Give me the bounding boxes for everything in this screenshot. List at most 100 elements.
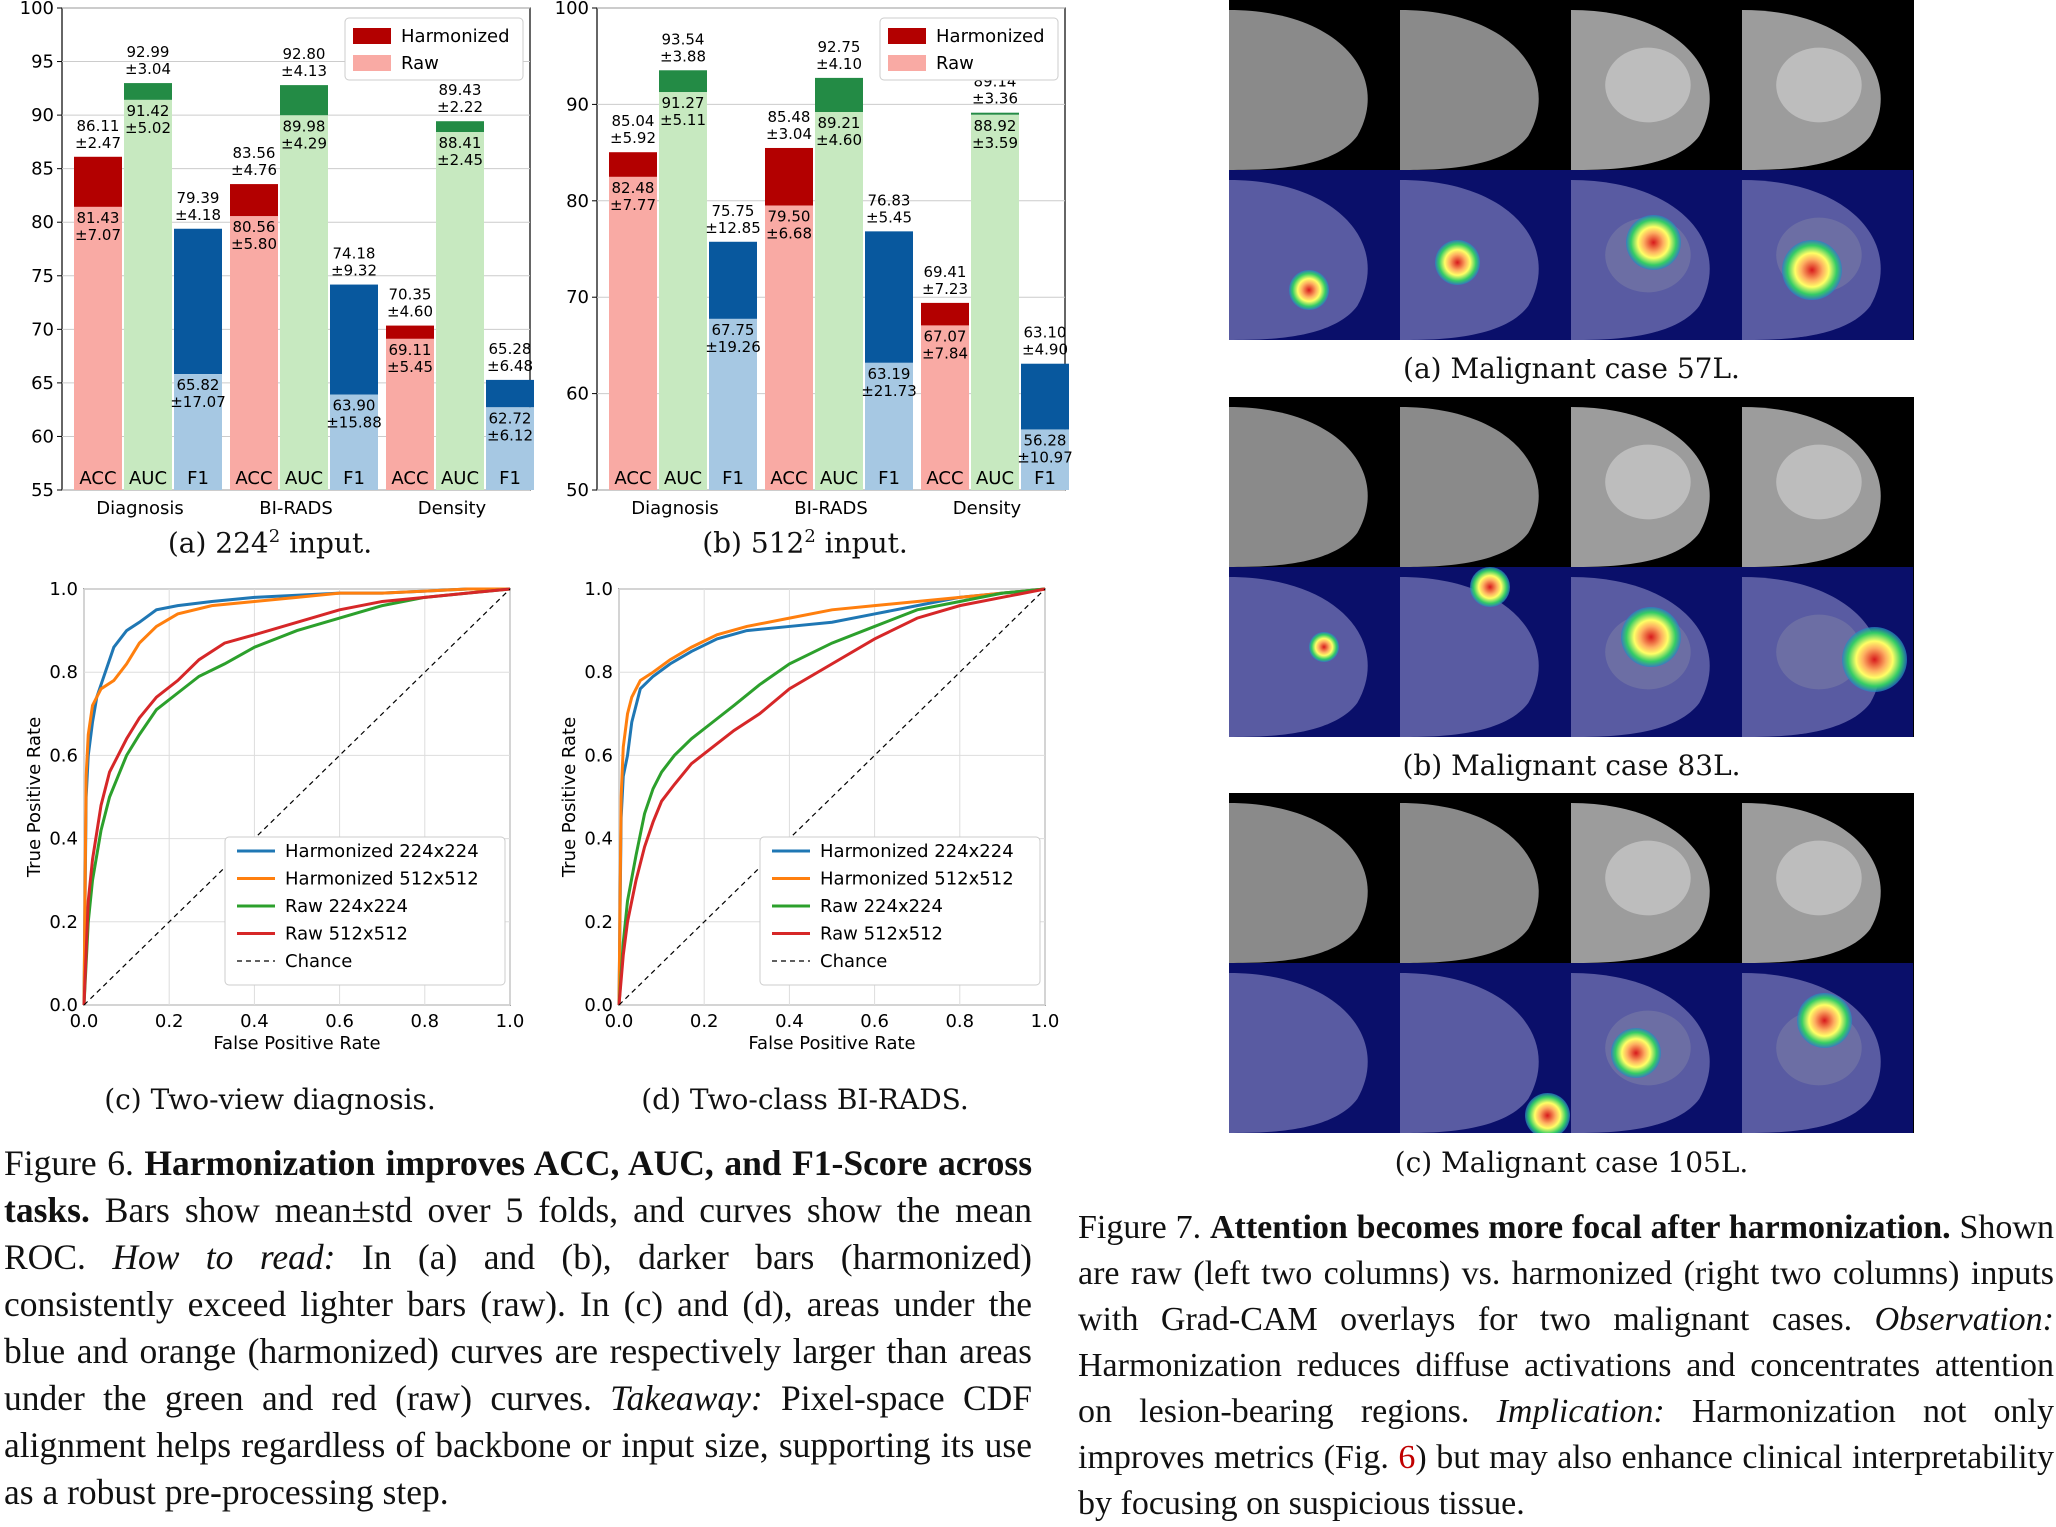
bar-harmonized <box>174 228 222 375</box>
x-tick-label: 0.0 <box>70 1011 99 1032</box>
bar-harmonized <box>921 302 969 326</box>
x-tick-label: 1.0 <box>1031 1011 1060 1032</box>
bar-raw <box>436 132 484 490</box>
y-tick-label: 80 <box>31 212 54 233</box>
bar-harmonized <box>659 70 707 93</box>
legend-label: Harmonized 512x512 <box>285 869 479 890</box>
figure-6-reference[interactable]: 6 <box>1398 1439 1416 1476</box>
bar-harmonized <box>230 184 278 217</box>
figure-6-label: Figure 6. <box>4 1143 134 1183</box>
y-tick-label: 100 <box>555 0 589 19</box>
raw-std: ±15.88 <box>326 414 382 432</box>
group-label: Density <box>418 498 487 519</box>
harmonized-value: 92.99 <box>127 43 170 61</box>
gradcam-panel-83L <box>1229 397 1914 737</box>
figure-6-title: Harmonization improves ACC, AUC, and F1-… <box>4 1143 1033 1230</box>
gradcam-overlay-raw <box>1229 963 1400 1133</box>
y-tick-label: 0.2 <box>49 912 78 933</box>
raw-value: 88.92 <box>974 117 1017 135</box>
harmonized-value: 85.04 <box>612 112 655 130</box>
gradcam-overlay-raw <box>1229 170 1400 340</box>
legend-label: Chance <box>820 951 887 972</box>
raw-std: ±5.11 <box>660 111 706 129</box>
harmonized-value: 69.41 <box>924 263 967 281</box>
raw-value: 82.48 <box>612 179 655 197</box>
y-tick-label: 75 <box>31 266 54 287</box>
harmonized-std: ±7.23 <box>922 280 968 298</box>
bar-raw <box>765 205 813 490</box>
caption-b: (b) 5122 input. <box>702 526 908 560</box>
harmonized-value: 93.54 <box>662 30 705 48</box>
raw-std: ±4.60 <box>816 131 862 149</box>
bar-raw <box>971 114 1019 490</box>
mammogram-raw <box>1229 397 1400 567</box>
raw-value: 81.43 <box>77 209 120 227</box>
metric-label: F1 <box>1034 468 1056 489</box>
gradcam-overlay-harmonized <box>1742 170 1913 340</box>
bar-raw <box>1021 429 1069 490</box>
group-label: BI-RADS <box>794 498 868 519</box>
x-tick-label: 0.0 <box>605 1011 634 1032</box>
gradcam-panel-57L <box>1229 0 1914 340</box>
bar-harmonized <box>74 156 122 207</box>
y-tick-label: 90 <box>566 94 589 115</box>
legend-swatch-harmonized <box>888 28 926 44</box>
raw-std: ±5.80 <box>231 235 277 253</box>
legend-label-raw: Raw <box>936 53 974 74</box>
legend-label: Raw 512x512 <box>285 924 408 945</box>
roc-curve-harmonized-512x512 <box>82 587 510 1006</box>
legend-box <box>224 836 506 986</box>
roc-curve-harmonized-224x224 <box>617 587 1046 1006</box>
caption-c: (c) Two-view diagnosis. <box>104 1083 436 1116</box>
legend-label: Harmonized 512x512 <box>820 869 1014 890</box>
harmonized-value: 74.18 <box>333 245 376 263</box>
harmonized-value: 92.75 <box>818 38 861 56</box>
y-tick-label: 70 <box>31 319 54 340</box>
caption-d: (d) Two-class BI-RADS. <box>641 1083 969 1116</box>
raw-std: ±3.59 <box>972 134 1018 152</box>
raw-value: 62.72 <box>489 409 532 427</box>
gradcam-overlay-harmonized <box>1571 963 1742 1133</box>
legend-label: Chance <box>285 951 352 972</box>
bar-harmonized <box>971 112 1019 115</box>
raw-std: ±17.07 <box>170 393 226 411</box>
y-tick-label: 70 <box>566 287 589 308</box>
gradcam-panel-105L <box>1229 793 1914 1133</box>
bar-raw <box>709 318 757 490</box>
legend-swatch-raw <box>888 55 926 71</box>
gradcam-overlay-harmonized <box>1571 567 1742 737</box>
y-tick-label: 80 <box>566 191 589 212</box>
bar-raw <box>609 176 657 490</box>
y-tick-label: 55 <box>31 480 54 501</box>
y-tick-label: 90 <box>31 105 54 126</box>
raw-value: 65.82 <box>177 376 220 394</box>
raw-value: 80.56 <box>233 218 276 236</box>
figure-6-caption: Figure 6. Harmonization improves ACC, AU… <box>4 1143 1033 1512</box>
bar-harmonized <box>386 325 434 339</box>
y-tick-label: 60 <box>31 426 54 447</box>
harmonized-std: ±4.90 <box>1022 341 1068 359</box>
harmonized-std: ±4.13 <box>281 62 327 80</box>
y-tick-label: 0.8 <box>584 662 613 683</box>
mammogram-harmonized <box>1571 0 1742 170</box>
bar-harmonized <box>709 241 757 319</box>
y-tick-label: 50 <box>566 480 589 501</box>
raw-std: ±4.29 <box>281 134 327 152</box>
metric-label: F1 <box>499 468 521 489</box>
roc-curve-chance <box>618 588 1046 1006</box>
x-tick-label: 0.4 <box>775 1011 804 1032</box>
harmonized-std: ±5.45 <box>866 208 912 226</box>
harmonized-value: 79.39 <box>177 189 220 207</box>
mammogram-harmonized <box>1571 793 1742 963</box>
harmonized-std: ±3.36 <box>972 90 1018 108</box>
mammogram-harmonized <box>1742 0 1913 170</box>
y-tick-label: 95 <box>31 52 54 73</box>
roc-curve-chance <box>83 588 511 1006</box>
legend-label-harmonized: Harmonized <box>401 26 510 47</box>
caption-57L: (a) Malignant case 57L. <box>1403 352 1740 385</box>
metric-label: F1 <box>343 468 365 489</box>
raw-std: ±7.77 <box>610 196 656 214</box>
bar-harmonized <box>280 85 328 116</box>
harmonized-value: 70.35 <box>389 286 432 304</box>
metric-label: ACC <box>235 468 272 489</box>
